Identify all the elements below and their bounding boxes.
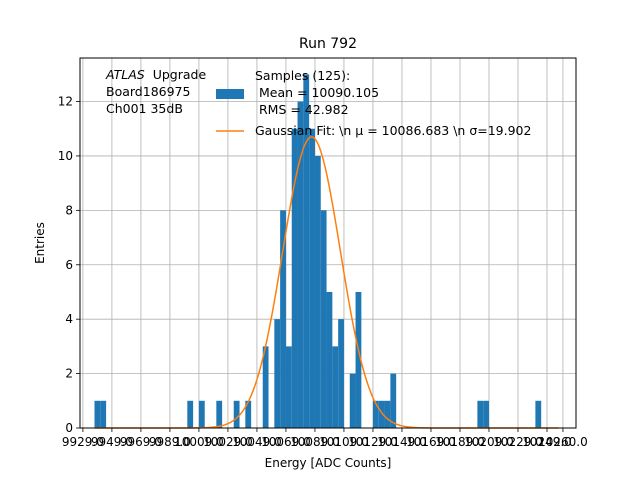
histogram-bar <box>187 400 194 428</box>
histogram-bar <box>390 373 397 428</box>
annotation-channel: Ch001 35dB <box>106 101 183 116</box>
y-tick-label: 0 <box>65 421 73 435</box>
histogram-bar <box>338 319 344 428</box>
x-tick-label: 10209.0 <box>464 435 514 449</box>
x-tick-label: 10109.0 <box>319 435 369 449</box>
histogram-bar <box>198 400 205 428</box>
histogram-bar <box>372 400 379 428</box>
legend-fit-label: Gaussian Fit: \n μ = 10086.683 \n σ=19.9… <box>255 123 531 138</box>
annotation-board: Board186975 <box>106 84 190 99</box>
legend-hist-line-1: Samples (125): <box>255 68 350 83</box>
histogram-bar <box>297 101 304 428</box>
histogram-bar <box>303 74 310 428</box>
histogram-bar <box>94 400 101 428</box>
plot-frame <box>79 57 577 429</box>
histogram-bar <box>378 400 385 428</box>
x-axis-ticks: 9929.09949.09969.09989.010009.010029.010… <box>62 428 588 449</box>
y-tick-label: 6 <box>65 258 73 272</box>
legend-hist-line-2: Mean = 10090.105 <box>255 85 379 100</box>
legend-hist-line-3: RMS = 42.982 <box>255 102 349 117</box>
annotation-line-1: ATLAS Upgrade <box>105 67 206 82</box>
x-tick-label: 9949.0 <box>91 435 133 449</box>
histogram-bar <box>332 346 339 428</box>
atlas-label: ATLAS <box>105 67 145 82</box>
x-tick-label: 10089.0 <box>290 435 340 449</box>
histogram-bar <box>245 400 252 428</box>
x-tick-label: 10009.0 <box>174 435 224 449</box>
histogram-bar <box>483 400 489 428</box>
y-tick-label: 4 <box>65 312 73 326</box>
upgrade-label: Upgrade <box>153 67 207 82</box>
histogram-bar <box>262 346 269 428</box>
y-axis-ticks: 0 2 4 6 8 10 12 <box>58 95 80 435</box>
legend: Samples (125): Mean = 10090.105 RMS = 42… <box>216 68 531 138</box>
x-tick-label: 10049.0 <box>232 435 282 449</box>
legend-hist-swatch <box>216 89 244 99</box>
histogram-bar <box>477 400 484 428</box>
histogram-bar <box>216 400 223 428</box>
x-tick-label: 10069.0 <box>261 435 311 449</box>
x-tick-label: 10149.0 <box>377 435 427 449</box>
histogram-bar <box>326 291 333 428</box>
histogram-bar <box>274 319 281 428</box>
y-tick-label: 8 <box>65 203 73 217</box>
histogram-bar <box>100 400 107 428</box>
histogram-bars <box>94 74 542 429</box>
x-tick-label: 10189.0 <box>435 435 485 449</box>
x-tick-label: 10229.0 <box>493 435 543 449</box>
histogram-bar <box>233 400 240 428</box>
x-tick-label: 10260.0 <box>538 435 588 449</box>
y-axis-label: Entries <box>33 222 47 264</box>
histogram-bar <box>285 346 292 428</box>
histogram-bar <box>309 128 315 428</box>
chart-title: Run 792 <box>299 36 357 52</box>
histogram-bar <box>355 291 362 428</box>
x-tick-label: 10249.0 <box>522 435 572 449</box>
x-tick-label: 10169.0 <box>406 435 456 449</box>
atlas-annotation: ATLAS Upgrade Board186975 Ch001 35dB <box>105 67 206 116</box>
y-tick-label: 2 <box>65 367 73 381</box>
y-tick-label: 12 <box>58 95 73 109</box>
y-tick-label: 10 <box>58 149 73 163</box>
x-tick-label: 10129.0 <box>348 435 398 449</box>
x-axis-label: Energy [ADC Counts] <box>265 456 392 470</box>
x-tick-label: 9989.0 <box>149 435 191 449</box>
x-tick-label: 10029.0 <box>203 435 253 449</box>
histogram-bar <box>535 400 542 428</box>
histogram-bar <box>291 128 298 428</box>
histogram-bar <box>384 400 391 428</box>
x-tick-label: 9929.0 <box>62 435 104 449</box>
histogram-bar <box>349 373 356 428</box>
histogram-bar <box>320 210 327 428</box>
x-tick-label: 9969.0 <box>120 435 162 449</box>
histogram-bar <box>280 210 286 428</box>
histogram-bar <box>314 155 321 429</box>
